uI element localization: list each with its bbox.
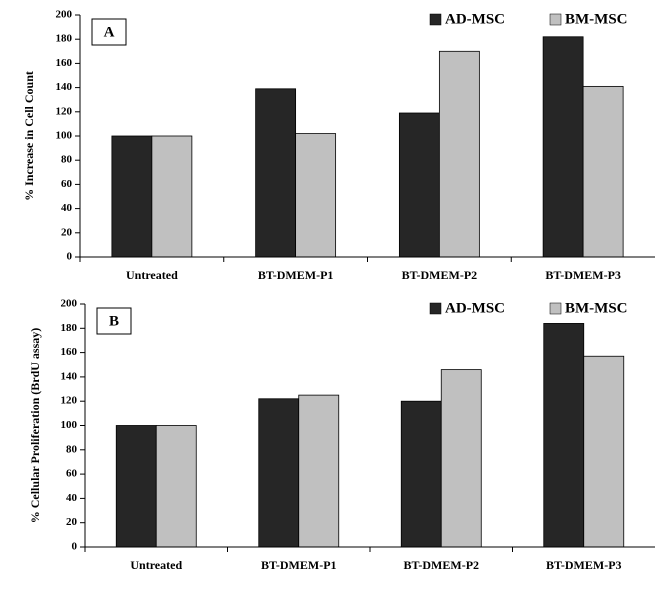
- bar: [543, 323, 585, 548]
- y-tick-label: 60: [61, 178, 73, 190]
- y-tick-label: 0: [72, 541, 78, 553]
- bar: [542, 36, 584, 258]
- bar: [115, 425, 157, 548]
- x-tick-label: Untreated: [126, 268, 178, 282]
- bar: [111, 135, 153, 258]
- bar: [398, 112, 440, 258]
- x-tick-label: BT-DMEM-P2: [403, 558, 479, 572]
- bar: [151, 135, 193, 258]
- panel-box: [96, 307, 132, 335]
- y-tick-label: 120: [61, 395, 78, 407]
- y-tick-label: 180: [56, 33, 73, 45]
- y-tick-label: 80: [66, 443, 78, 455]
- panel-label: B: [109, 313, 119, 329]
- y-tick-label: 0: [67, 251, 73, 263]
- y-tick-label: 40: [66, 492, 78, 504]
- bar: [440, 369, 482, 548]
- x-tick-label: BT-DMEM-P3: [546, 558, 622, 572]
- y-tick-label: 120: [56, 105, 73, 117]
- bar: [582, 85, 624, 258]
- bar: [255, 88, 297, 258]
- y-tick-label: 200: [56, 9, 73, 21]
- bar: [438, 50, 480, 258]
- legend-label: AD-MSC: [445, 300, 505, 316]
- panel-label: A: [104, 24, 115, 40]
- y-tick-label: 200: [61, 298, 78, 310]
- y-axis-label: % Cellular Proliferation (BrdU assay): [28, 328, 42, 524]
- y-tick-label: 20: [61, 226, 73, 238]
- x-tick-label: BT-DMEM-P2: [402, 268, 478, 282]
- chart: 0 20 40 60 80 100 120 140 160 180 200 Untreated BT-D…: [28, 298, 655, 572]
- legend-label: BM-MSC: [565, 300, 628, 316]
- legend-label: AD-MSC: [445, 11, 505, 27]
- x-tick-label: Untreated: [130, 558, 182, 572]
- panel-box: [91, 18, 127, 46]
- legend-swatch: [549, 13, 562, 26]
- x-tick-label: BT-DMEM-P3: [545, 268, 621, 282]
- y-tick-label: 140: [61, 370, 78, 382]
- y-tick-label: 160: [61, 346, 78, 358]
- bar: [258, 398, 300, 548]
- y-tick-label: 80: [61, 154, 73, 166]
- y-tick-label: 40: [61, 202, 73, 214]
- x-tick-label: BT-DMEM-P1: [258, 268, 334, 282]
- chart: 0 20 40 60 80 100 120 140 160 180 200 Untreated BT-D…: [22, 9, 655, 282]
- y-tick-label: 100: [56, 130, 73, 142]
- bar: [155, 425, 197, 548]
- x-tick-label: BT-DMEM-P1: [261, 558, 337, 572]
- legend-swatch: [429, 13, 442, 26]
- legend-swatch: [549, 302, 562, 315]
- y-tick-label: 20: [66, 516, 78, 528]
- y-tick-label: 160: [56, 57, 73, 69]
- bar: [295, 133, 337, 258]
- y-tick-label: 140: [56, 81, 73, 93]
- legend-swatch: [429, 302, 442, 315]
- y-tick-label: 60: [66, 468, 78, 480]
- bar: [400, 400, 442, 548]
- y-tick-label: 100: [61, 419, 78, 431]
- bar: [583, 355, 625, 548]
- y-tick-label: 180: [61, 322, 78, 334]
- legend-label: BM-MSC: [565, 11, 628, 27]
- bar: [298, 394, 340, 548]
- y-axis-label: % Increase in Cell Count: [22, 71, 36, 201]
